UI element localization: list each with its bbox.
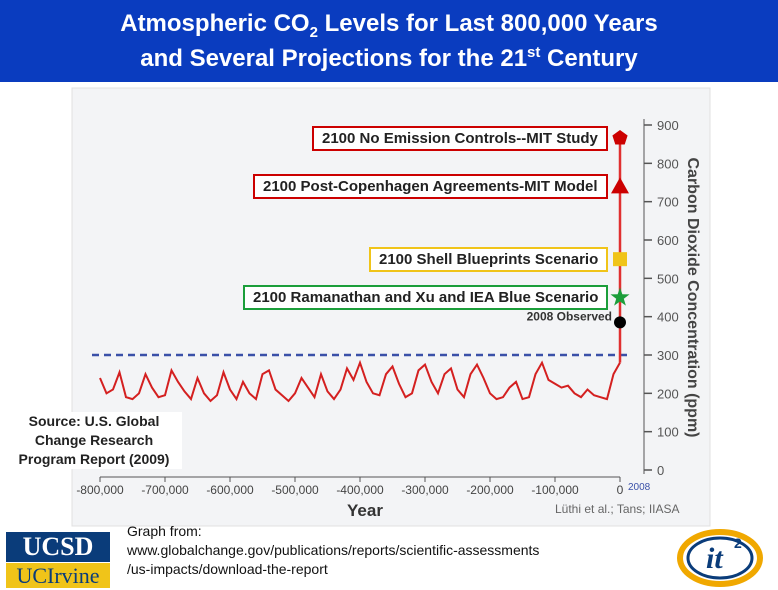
x-tick-label: -600,000: [206, 483, 254, 497]
axis-marker-label: 2008: [628, 482, 651, 493]
y-tick-label: 500: [657, 271, 679, 286]
y-tick-label: 100: [657, 425, 679, 440]
y-tick-label: 800: [657, 156, 679, 171]
footer-line-3: /us-impacts/download-the-report: [127, 561, 328, 577]
chart-credit: Lüthi et al.; Tans; IIASA: [555, 502, 680, 516]
y-tick-label: 400: [657, 310, 679, 325]
projection-markers: [610, 130, 630, 329]
y-tick-label: 600: [657, 233, 679, 248]
source-line-1: Source: U.S. Global: [28, 413, 160, 429]
it2-logo-ring: [677, 529, 763, 587]
footer-note: Graph from: www.globalchange.gov/publica…: [127, 522, 539, 579]
projection-marker-circle: [614, 316, 626, 329]
projection-annotation: 2100 Post-Copenhagen Agreements-MIT Mode…: [253, 173, 608, 199]
page-title-line-2: and Several Projections for the 21st Cen…: [140, 44, 638, 72]
source-note: Source: U.S. Global Change Research Prog…: [6, 412, 182, 469]
it2-logo: it 2: [677, 529, 763, 587]
uc-irvine-logo: UCIrvine: [6, 563, 110, 588]
x-tick-label: -300,000: [401, 483, 449, 497]
y-axis: 0 100 200 300 400 500 600 700 800 900: [643, 118, 679, 478]
y-tick-label: 200: [657, 386, 679, 401]
page-title-line-1: Atmospheric CO2 Levels for Last 800,000 …: [120, 10, 658, 41]
x-tick-label: -200,000: [466, 483, 514, 497]
x-tick-label: -500,000: [271, 483, 319, 497]
it2-logo-superscript: 2: [734, 535, 742, 551]
footer-line-2: www.globalchange.gov/publications/report…: [127, 542, 540, 558]
x-axis-label: Year: [347, 501, 383, 520]
y-tick-label: 900: [657, 118, 679, 133]
projection-marker-triangle: [611, 177, 629, 194]
x-tick-label: 0: [617, 483, 624, 497]
projection-annotation: 2100 Ramanathan and Xu and IEA Blue Scen…: [243, 285, 609, 310]
it2-logo-inner-ring: [686, 536, 754, 580]
projection-marker-star: [610, 287, 630, 306]
x-tick-label: -100,000: [531, 483, 579, 497]
x-tick-label: -400,000: [336, 483, 384, 497]
x-tick-label: -800,000: [76, 483, 124, 497]
it2-logo-text: it: [706, 542, 724, 575]
y-tick-label: 700: [657, 195, 679, 210]
y-tick-label: 300: [657, 348, 679, 363]
x-axis: -800,000 -700,000 -600,000 -500,000 -400,000…: [76, 476, 624, 497]
source-line-2: Change Research: [34, 432, 154, 448]
y-axis-label: Carbon Dioxide Concentration (ppm): [684, 158, 701, 438]
co2-series-line: [99, 359, 621, 403]
observed-label: 2008 Observed: [527, 309, 612, 323]
projection-marker-square: [613, 252, 627, 267]
footer-line-1: Graph from:: [127, 523, 202, 539]
x-tick-label: -700,000: [141, 483, 189, 497]
title-bar: Atmospheric CO2 Levels for Last 800,000 …: [0, 0, 778, 82]
source-line-3: Program Report (2009): [18, 451, 170, 467]
projection-annotation: 2100 Shell Blueprints Scenario: [369, 246, 609, 272]
projection-annotation: 2100 No Emission Controls--MIT Study: [312, 125, 608, 151]
y-tick-label: 0: [657, 463, 664, 478]
projection-marker-pentagon: [612, 130, 628, 145]
ucsd-logo: UCSD: [6, 532, 110, 562]
